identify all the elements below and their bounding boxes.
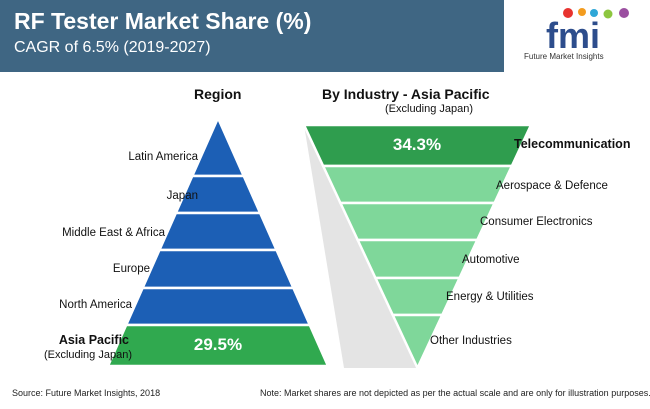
industry-label-consumer-electronics: Consumer Electronics (480, 216, 593, 228)
header-banner: RF Tester Market Share (%) CAGR of 6.5% … (0, 0, 504, 72)
region-label-middle-east-africa: Middle East & Africa (62, 227, 165, 239)
industry-highlight-value: 34.3% (393, 135, 441, 154)
industry-segment-4 (355, 238, 480, 280)
logo-dots (563, 8, 629, 19)
region-label-japan: Japan (166, 190, 198, 202)
logo-caption: Future Market Insights (524, 52, 604, 61)
industry-label-telecommunication: Telecommunication (514, 137, 631, 151)
industry-chart-subtitle: (Excluding Japan) (385, 103, 474, 115)
region-label-latin-america: Latin America (128, 151, 198, 163)
industry-segment-6 (390, 313, 445, 371)
fmi-logo: fmi (546, 8, 629, 56)
industry-label-automotive: Automotive (462, 254, 520, 266)
logo-dot-orange (578, 8, 586, 16)
logo-dot-purple (619, 8, 629, 18)
page-subtitle: CAGR of 6.5% (2019-2027) (14, 39, 211, 56)
industry-label-aerospace-defence: Aerospace & Defence (496, 180, 608, 192)
region-segment-6 (106, 323, 330, 368)
logo-dot-red (563, 8, 573, 18)
industry-label-energy-utilities: Energy & Utilities (446, 291, 534, 303)
region-label-asia-pacific: Asia Pacific (58, 333, 129, 347)
industry-segment-3 (338, 201, 497, 242)
region-segment-4 (140, 248, 296, 290)
industry-chart-title: By Industry - Asia Pacific (322, 86, 490, 102)
logo-wordmark: fmi (546, 15, 600, 56)
industry-funnel (302, 123, 533, 371)
page-title: RF Tester Market Share (%) (14, 8, 312, 34)
region-label-north-america: North America (59, 299, 132, 311)
industry-label-other-industries: Other Industries (430, 335, 512, 347)
region-label-asia-pacific-sub: (Excluding Japan) (43, 349, 132, 361)
footer-source: Source: Future Market Insights, 2018 (12, 388, 161, 398)
logo-dot-green (603, 9, 613, 19)
footer-note: Note: Market shares are not depicted as … (260, 388, 650, 398)
region-segment-3 (157, 211, 279, 252)
region-label-europe: Europe (112, 263, 150, 275)
region-highlight-value: 29.5% (194, 335, 242, 354)
logo-dot-blue (590, 9, 598, 17)
industry-segment-2 (321, 164, 514, 205)
region-segment-1 (190, 114, 246, 178)
region-pyramid (106, 114, 330, 368)
region-segment-5 (124, 286, 312, 327)
region-chart-title: Region (194, 86, 242, 102)
